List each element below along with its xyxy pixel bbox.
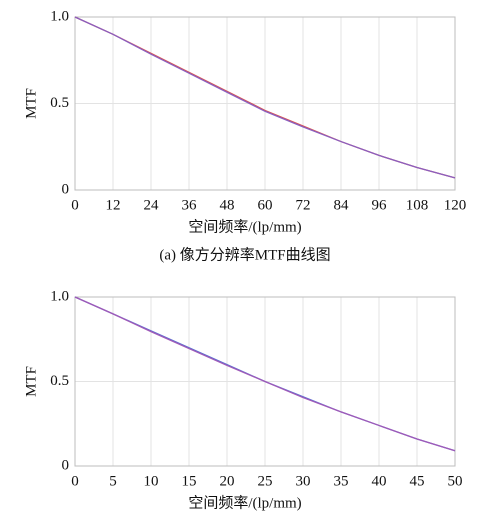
y-tick-label: 1.0 xyxy=(50,288,69,304)
x-tick-label: 35 xyxy=(334,473,349,489)
x-tick-label: 108 xyxy=(406,197,429,213)
y-axis-label: MTF xyxy=(23,88,39,119)
x-tick-label: 48 xyxy=(220,197,235,213)
x-tick-label: 24 xyxy=(144,197,160,213)
x-tick-label: 120 xyxy=(444,197,467,213)
data-line xyxy=(74,16,456,179)
y-tick-label: 0.5 xyxy=(50,95,69,111)
x-tick-label: 30 xyxy=(296,473,311,489)
x-tick-label: 50 xyxy=(448,473,463,489)
y-axis-label: MTF xyxy=(23,366,39,397)
x-tick-label: 84 xyxy=(334,197,350,213)
plot-frame xyxy=(74,296,456,467)
x-tick-label: 12 xyxy=(106,197,121,213)
x-tick-label: 0 xyxy=(71,197,79,213)
x-axis-label: 空间频率/(lp/mm) xyxy=(188,218,301,235)
y-tick-label: 0 xyxy=(62,181,70,197)
y-tick-label: 1.0 xyxy=(50,8,69,24)
x-tick-label: 72 xyxy=(296,197,311,213)
x-tick-label: 25 xyxy=(258,473,273,489)
x-tick-label: 0 xyxy=(71,473,79,489)
y-tick-label: 0.5 xyxy=(50,373,69,389)
data-line xyxy=(74,296,456,452)
x-tick-label: 60 xyxy=(258,197,273,213)
x-tick-label: 20 xyxy=(220,473,235,489)
x-tick-label: 5 xyxy=(109,473,117,489)
x-tick-label: 96 xyxy=(372,197,388,213)
y-tick-label: 0 xyxy=(62,457,70,473)
x-tick-label: 15 xyxy=(182,473,197,489)
x-tick-label: 40 xyxy=(372,473,387,489)
plot-frame xyxy=(74,16,456,191)
caption: (a) 像方分辨率MTF曲线图 xyxy=(159,246,330,263)
x-tick-label: 36 xyxy=(182,197,198,213)
x-tick-label: 45 xyxy=(410,473,425,489)
x-axis-label: 空间频率/(lp/mm) xyxy=(188,494,301,511)
x-tick-label: 10 xyxy=(144,473,159,489)
